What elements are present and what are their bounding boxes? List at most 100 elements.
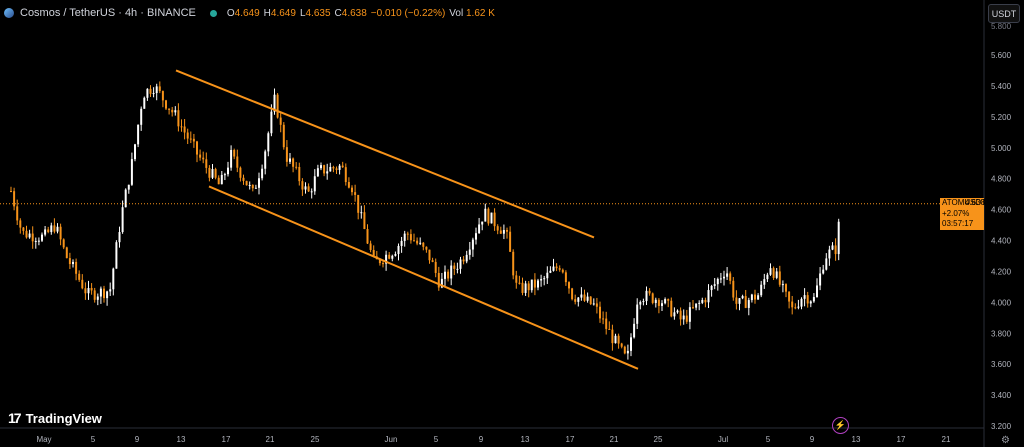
candle-body: [785, 284, 787, 292]
candle-body: [59, 226, 62, 240]
candle-body: [323, 165, 326, 174]
candle-body: [468, 249, 471, 255]
candle-body: [270, 111, 273, 134]
time-tick-label: 9: [810, 435, 815, 444]
tradingview-logo[interactable]: 17 TradingView: [8, 410, 102, 426]
lightning-icon[interactable]: ⚡: [832, 417, 849, 434]
candle-body: [220, 174, 223, 185]
candle-body: [146, 88, 149, 98]
candle-body: [103, 288, 105, 299]
candle-body: [614, 335, 617, 344]
volume-value: 1.62 K: [465, 7, 495, 19]
candle-body: [152, 93, 155, 95]
candle-body: [670, 300, 673, 317]
candle-body: [754, 294, 756, 300]
candle-body: [130, 159, 133, 185]
time-tick-label: 17: [566, 435, 575, 444]
candle-body: [403, 233, 406, 241]
candle-body: [695, 303, 698, 308]
price-tick-label: 5.400: [991, 82, 1012, 91]
ohlc-readout: O4.649 H4.649 L4.635 C4.638 −0.010 (−0.2…: [226, 7, 495, 19]
candle-body: [202, 157, 205, 160]
candle-body: [360, 212, 363, 214]
candle-body: [347, 182, 350, 188]
candle-body: [301, 181, 304, 190]
candle-body: [800, 298, 803, 307]
candle-body: [413, 240, 415, 242]
candle-body: [757, 295, 760, 300]
candle-body: [667, 299, 670, 301]
candle-body: [196, 141, 198, 155]
candle-body: [828, 249, 831, 259]
candle-body: [217, 177, 220, 185]
candle-body: [155, 86, 158, 94]
candle-body: [93, 290, 96, 300]
candle-body: [149, 88, 152, 94]
candle-body: [478, 224, 481, 234]
candle-body: [316, 168, 319, 177]
candle-body: [543, 278, 546, 280]
candle-body: [248, 184, 251, 186]
candle-body: [599, 306, 601, 319]
candle-body: [186, 132, 189, 139]
candle-body: [719, 278, 722, 280]
candle-body: [227, 167, 229, 175]
candle-body: [493, 212, 496, 227]
candle-body: [258, 178, 260, 188]
candle-body: [282, 124, 285, 148]
candle-body: [239, 167, 242, 178]
last-price-label: ATOMUSDT 4.638 +2.07% 03:57:17: [940, 198, 987, 230]
candle-body: [310, 191, 313, 193]
candle-body: [385, 254, 388, 264]
candle-body: [769, 268, 772, 275]
candle-body: [623, 346, 626, 354]
candle-body: [320, 165, 322, 169]
candle-body: [140, 108, 143, 125]
candle-body: [124, 189, 127, 208]
candle-body: [298, 166, 301, 182]
candle-body: [475, 233, 477, 240]
time-tick-label: Jun: [385, 435, 398, 444]
candle-body: [382, 263, 384, 265]
candle-body: [90, 288, 93, 291]
candle-body: [208, 167, 211, 178]
candle-body: [555, 266, 558, 269]
candle-body: [648, 290, 651, 294]
candle-body: [583, 294, 586, 301]
candle-body: [37, 240, 40, 242]
candle-body: [515, 275, 518, 283]
candle-body: [459, 259, 462, 269]
candle-body: [161, 91, 164, 101]
price-tick-label: 3.600: [991, 360, 1012, 369]
candle-body: [99, 288, 102, 297]
symbol-title[interactable]: Cosmos / TetherUS · 4h · BINANCE: [20, 7, 196, 19]
candle-body: [134, 144, 136, 160]
candle-body: [558, 268, 561, 270]
candle-body: [502, 229, 505, 234]
candle-body: [465, 254, 468, 262]
candle-body: [261, 168, 264, 179]
time-tick-label: 21: [610, 435, 619, 444]
price-tick-label: 5.200: [991, 113, 1012, 122]
candle-body: [822, 269, 825, 274]
market-status-icon: [209, 9, 217, 17]
ticker-label: ATOMUSDT: [942, 198, 987, 207]
change-value: −0.010 (−0.22%): [370, 7, 446, 19]
currency-selector-button[interactable]: USDT: [988, 4, 1020, 23]
candle-body: [292, 158, 295, 167]
price-tick-label: 4.200: [991, 267, 1012, 276]
candle-body: [819, 273, 822, 286]
candle-body: [450, 265, 453, 279]
candle-body: [183, 126, 186, 133]
candle-body: [177, 110, 180, 127]
candle-body: [44, 229, 47, 235]
candle-body: [47, 229, 50, 233]
candle-body: [676, 310, 679, 313]
candle-body: [685, 315, 688, 322]
time-tick-label: Jul: [718, 435, 728, 444]
candle-body: [568, 282, 570, 289]
price-tick-label: 3.800: [991, 329, 1012, 338]
candle-body: [611, 329, 614, 344]
settings-gear-icon[interactable]: ⚙: [1001, 435, 1010, 446]
